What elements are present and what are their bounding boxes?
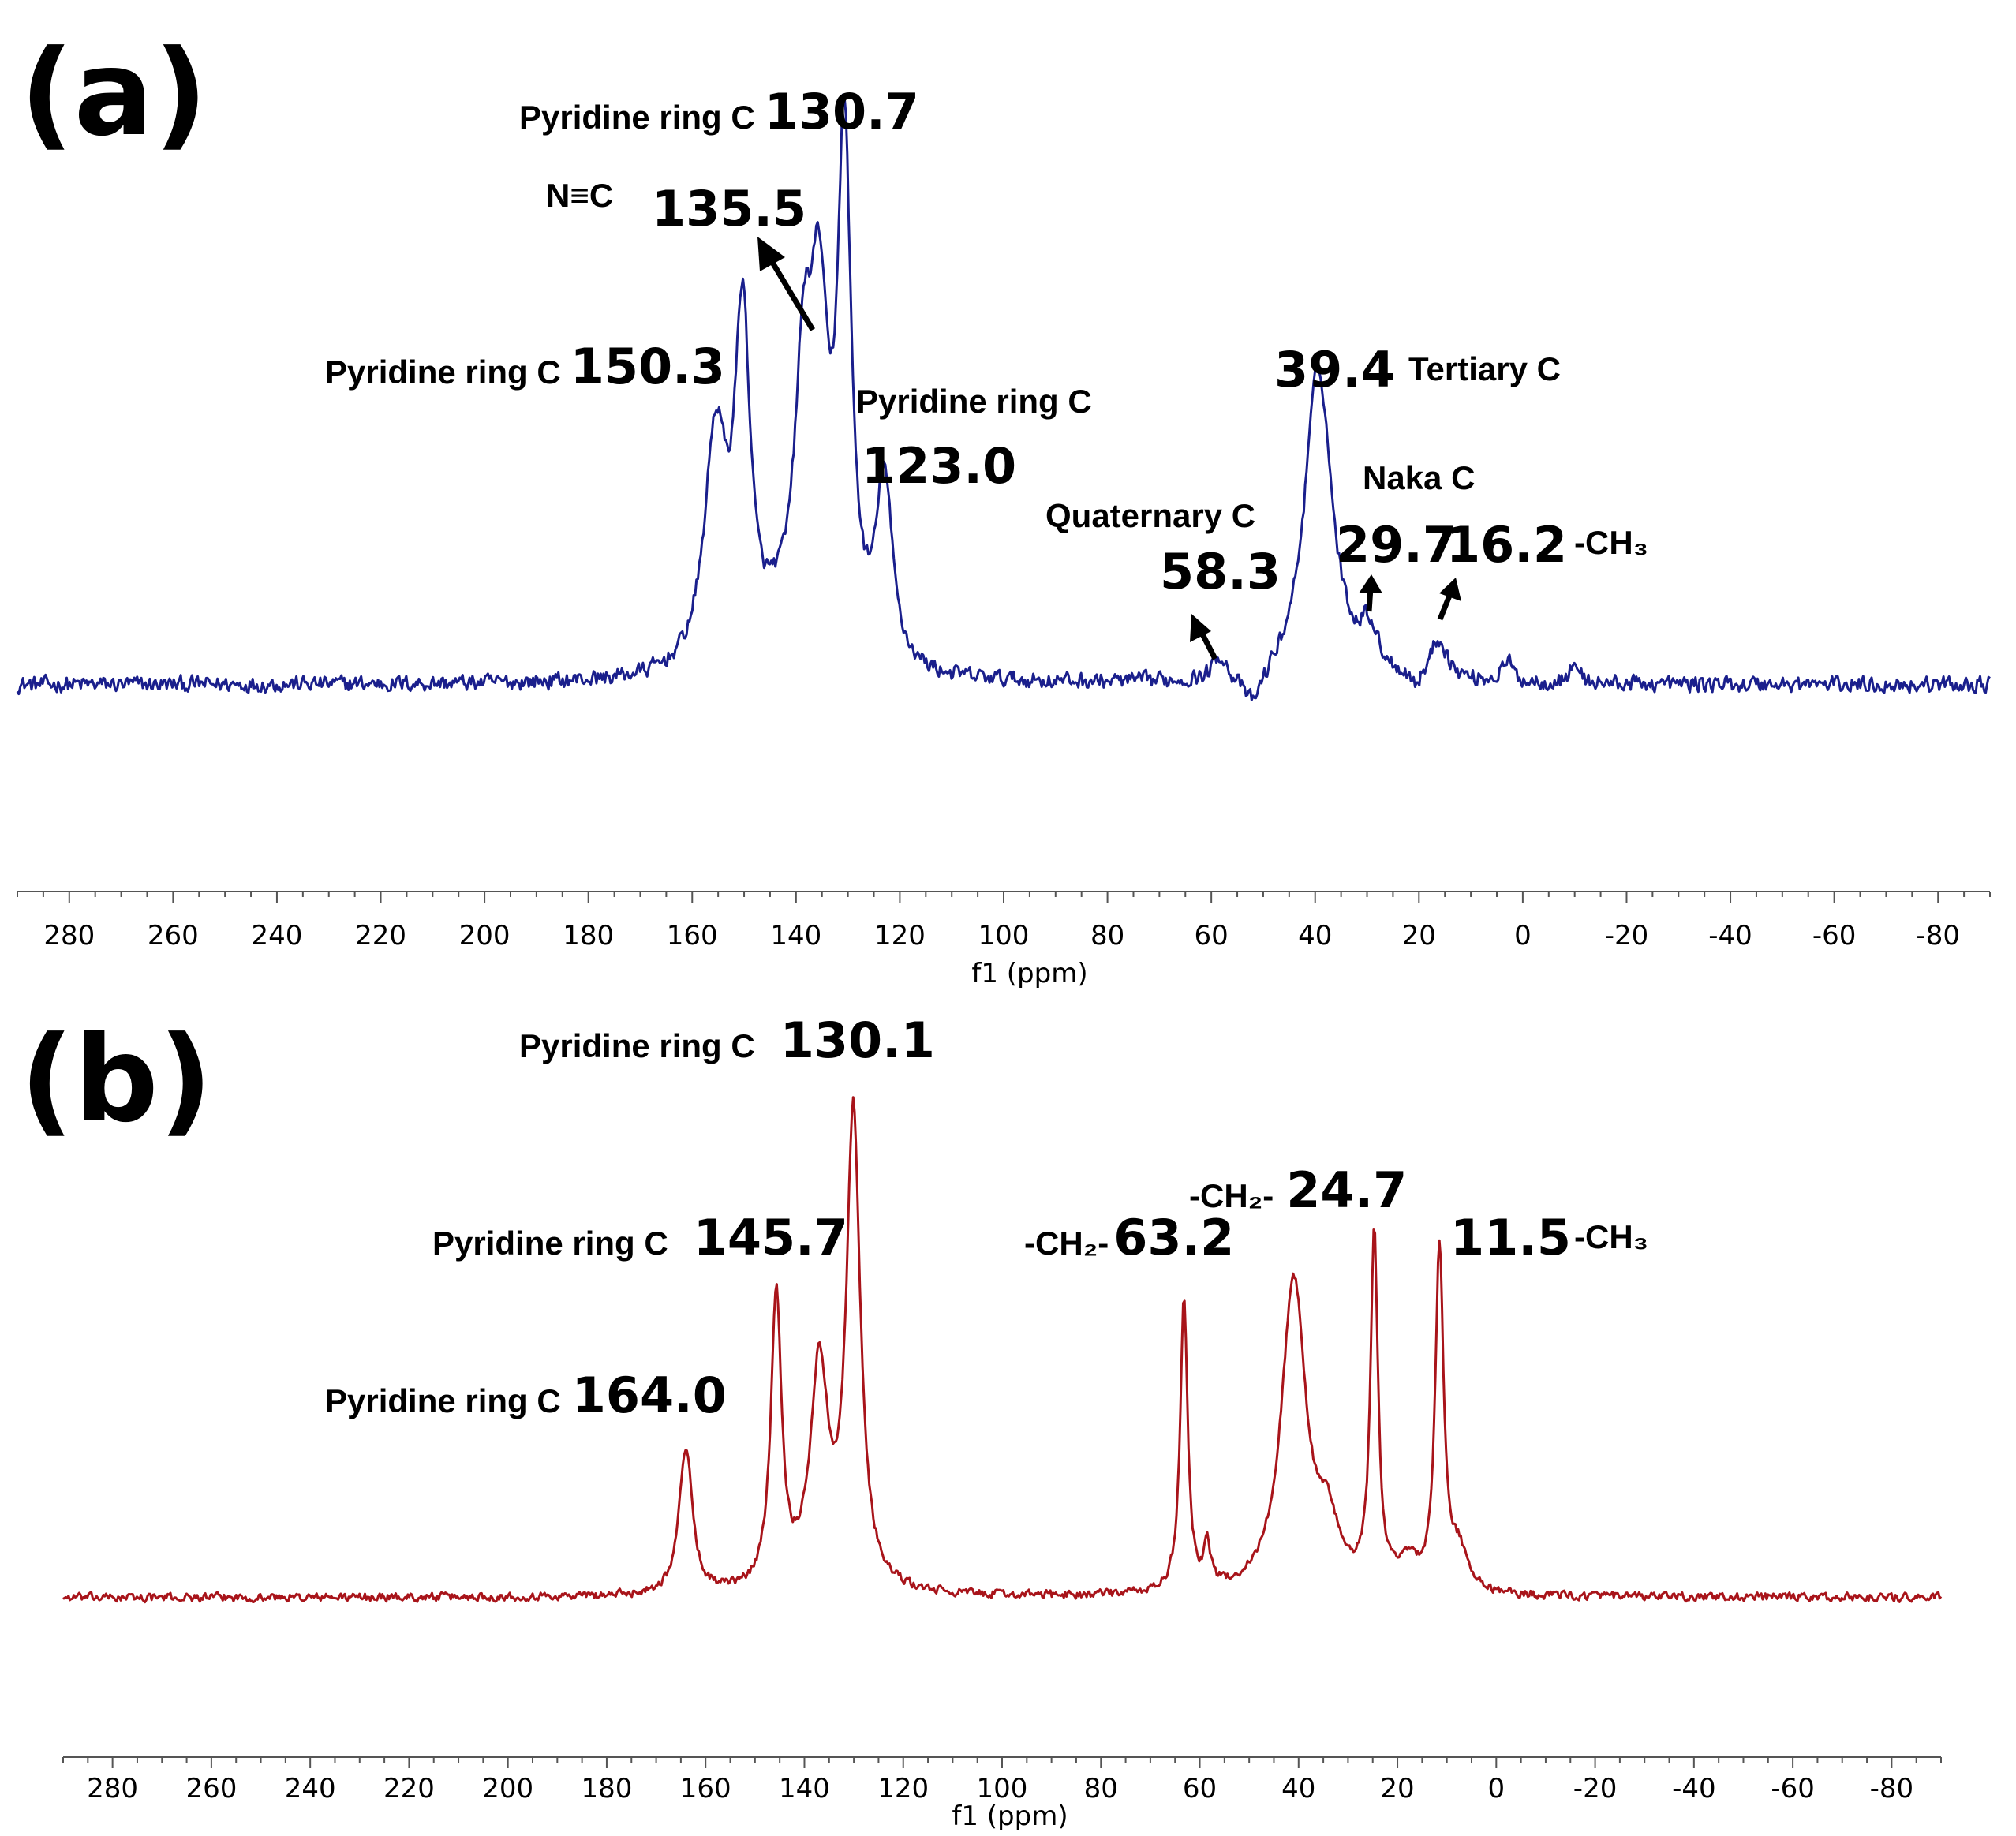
x-tick-label: -60 xyxy=(1771,1773,1815,1804)
x-tick-label: 280 xyxy=(43,920,95,952)
annotation-a-150-3: Pyridine ring C 150.3 xyxy=(325,338,725,395)
arrow-a-135-5 xyxy=(766,256,816,331)
annotation-a-29-7-value: 29.7 xyxy=(1336,516,1457,574)
arrow-a-16-2 xyxy=(1437,594,1453,621)
x-tick-label: 20 xyxy=(1402,920,1436,952)
x-tick-label: 180 xyxy=(563,920,614,952)
x-tick-label: 60 xyxy=(1195,920,1229,952)
annotation-a-130-7-value: 130.7 xyxy=(765,83,919,140)
panel-b-letter: (b) xyxy=(20,1011,212,1149)
annotation-a-39-4-label: Tertiary C xyxy=(1408,350,1561,387)
spectrum-line-a xyxy=(16,93,1991,701)
x-tick-label: 220 xyxy=(383,1773,435,1804)
annotation-a-39-4-value: 39.4 xyxy=(1274,341,1395,398)
annotation-a-150-3-label: Pyridine ring C xyxy=(325,353,561,391)
x-tick-label: 80 xyxy=(1090,920,1124,952)
panel-a-letter: (a) xyxy=(20,25,208,163)
x-tick-label: -20 xyxy=(1605,920,1649,952)
x-tick-label: -40 xyxy=(1708,920,1752,952)
x-tick-label: -20 xyxy=(1573,1773,1618,1804)
x-tick-label: 240 xyxy=(251,920,302,952)
x-tick-label: 260 xyxy=(185,1773,237,1804)
annotation-b-11-5-label: -CH₃ xyxy=(1574,1218,1648,1255)
x-tick-label: 100 xyxy=(978,920,1030,952)
x-tick-label: 260 xyxy=(148,920,199,952)
panel-b: (b) 280 260 240 220 200 180 160 140 120 100 80 60 40… xyxy=(20,1011,1943,1832)
x-tick-label: 140 xyxy=(779,1773,830,1804)
x-tick-label: 40 xyxy=(1281,1773,1315,1804)
x-tick-label: 0 xyxy=(1487,1773,1505,1804)
x-tick-label: 0 xyxy=(1514,920,1532,952)
x-tick-label: 120 xyxy=(877,1773,929,1804)
arrow-a-58-3 xyxy=(1198,630,1218,660)
arrowhead-a-58-3 xyxy=(1190,614,1211,642)
annotation-a-130-7-label: Pyridine ring C xyxy=(519,99,755,136)
x-tick-label: 160 xyxy=(667,920,718,952)
annotation-a-123-0-value: 123.0 xyxy=(862,437,1016,495)
x-tick-label: 240 xyxy=(285,1773,336,1804)
annotation-b-63-2: -CH₂- 63.2 xyxy=(1024,1209,1234,1266)
x-ticks-a: 280 260 240 220 200 180 160 140 120 100 80 60 40 20 0-… xyxy=(17,892,1991,952)
x-tick-label: 220 xyxy=(355,920,406,952)
annotation-b-164-0: Pyridine ring C 164.0 xyxy=(325,1367,727,1424)
annotation-b-130-1: Pyridine ring C 130.1 xyxy=(519,1011,935,1069)
x-tick-label: 280 xyxy=(87,1773,138,1804)
arrowhead-a-135-5 xyxy=(757,237,785,271)
x-tick-label: 40 xyxy=(1298,920,1332,952)
x-tick-label: 60 xyxy=(1183,1773,1217,1804)
x-tick-label: 160 xyxy=(680,1773,731,1804)
x-tick-label: -60 xyxy=(1812,920,1857,952)
annotation-b-130-1-label: Pyridine ring C xyxy=(519,1027,755,1064)
annotation-a-16-2-value: 16.2 xyxy=(1446,516,1567,574)
annotation-a-135-5-value: 135.5 xyxy=(652,180,806,237)
x-tick-label: 140 xyxy=(770,920,821,952)
x-axis-title-b: f1 (ppm) xyxy=(952,1800,1068,1832)
annotation-b-24-7: -CH₂- 24.7 xyxy=(1189,1161,1407,1219)
annotation-a-135-5-label: N≡C xyxy=(546,177,613,214)
arrowhead-a-29-7 xyxy=(1359,574,1382,593)
annotation-b-11-5-value: 11.5 xyxy=(1450,1209,1571,1266)
x-tick-label: -80 xyxy=(1870,1773,1914,1804)
x-tick-label: 20 xyxy=(1380,1773,1414,1804)
x-tick-label: 120 xyxy=(874,920,926,952)
x-tick-label: 180 xyxy=(581,1773,632,1804)
x-tick-label: 100 xyxy=(977,1773,1028,1804)
spectrum-line-b xyxy=(62,1096,1943,1604)
annotation-b-145-7-label: Pyridine ring C xyxy=(432,1225,668,1262)
annotation-a-16-2-label: -CH₃ xyxy=(1574,524,1648,561)
annotation-b-164-0-label: Pyridine ring C xyxy=(325,1382,561,1419)
annotation-a-150-3-value: 150.3 xyxy=(570,338,725,395)
annotation-a-58-3-value: 58.3 xyxy=(1160,543,1281,600)
x-tick-label: -80 xyxy=(1916,920,1960,952)
panel-a: (a) 280 260 240 220 200 180 160 140 120 100 80 60 40… xyxy=(16,25,1991,989)
arrowhead-a-16-2 xyxy=(1439,578,1461,601)
annotation-b-130-1-value: 130.1 xyxy=(780,1011,935,1069)
annotation-a-130-7: Pyridine ring C 130.7 xyxy=(519,83,919,140)
annotation-b-145-7: Pyridine ring C 145.7 xyxy=(432,1209,848,1266)
annotation-a-29-7-label: Naka C xyxy=(1363,459,1475,496)
annotation-b-63-2-value: 63.2 xyxy=(1113,1209,1234,1266)
annotation-b-24-7-value: 24.7 xyxy=(1286,1161,1407,1219)
x-tick-label: 200 xyxy=(482,1773,533,1804)
annotation-b-63-2-label: -CH₂- xyxy=(1024,1225,1109,1262)
annotation-b-164-0-value: 164.0 xyxy=(572,1367,727,1424)
annotation-a-123-0-label: Pyridine ring C xyxy=(856,383,1092,420)
annotation-b-145-7-value: 145.7 xyxy=(694,1209,848,1266)
x-axis-title-a: f1 (ppm) xyxy=(971,958,1087,989)
annotation-b-24-7-label: -CH₂- xyxy=(1189,1177,1274,1214)
x-tick-label: 80 xyxy=(1084,1773,1118,1804)
x-tick-label: -40 xyxy=(1672,1773,1716,1804)
x-ticks-b: 280 260 240 220 200 180 160 140 120 100 80 60 40 20 0-… xyxy=(62,1757,1942,1804)
annotation-a-58-3-label: Quaternary C xyxy=(1045,497,1255,534)
x-tick-label: 200 xyxy=(459,920,511,952)
